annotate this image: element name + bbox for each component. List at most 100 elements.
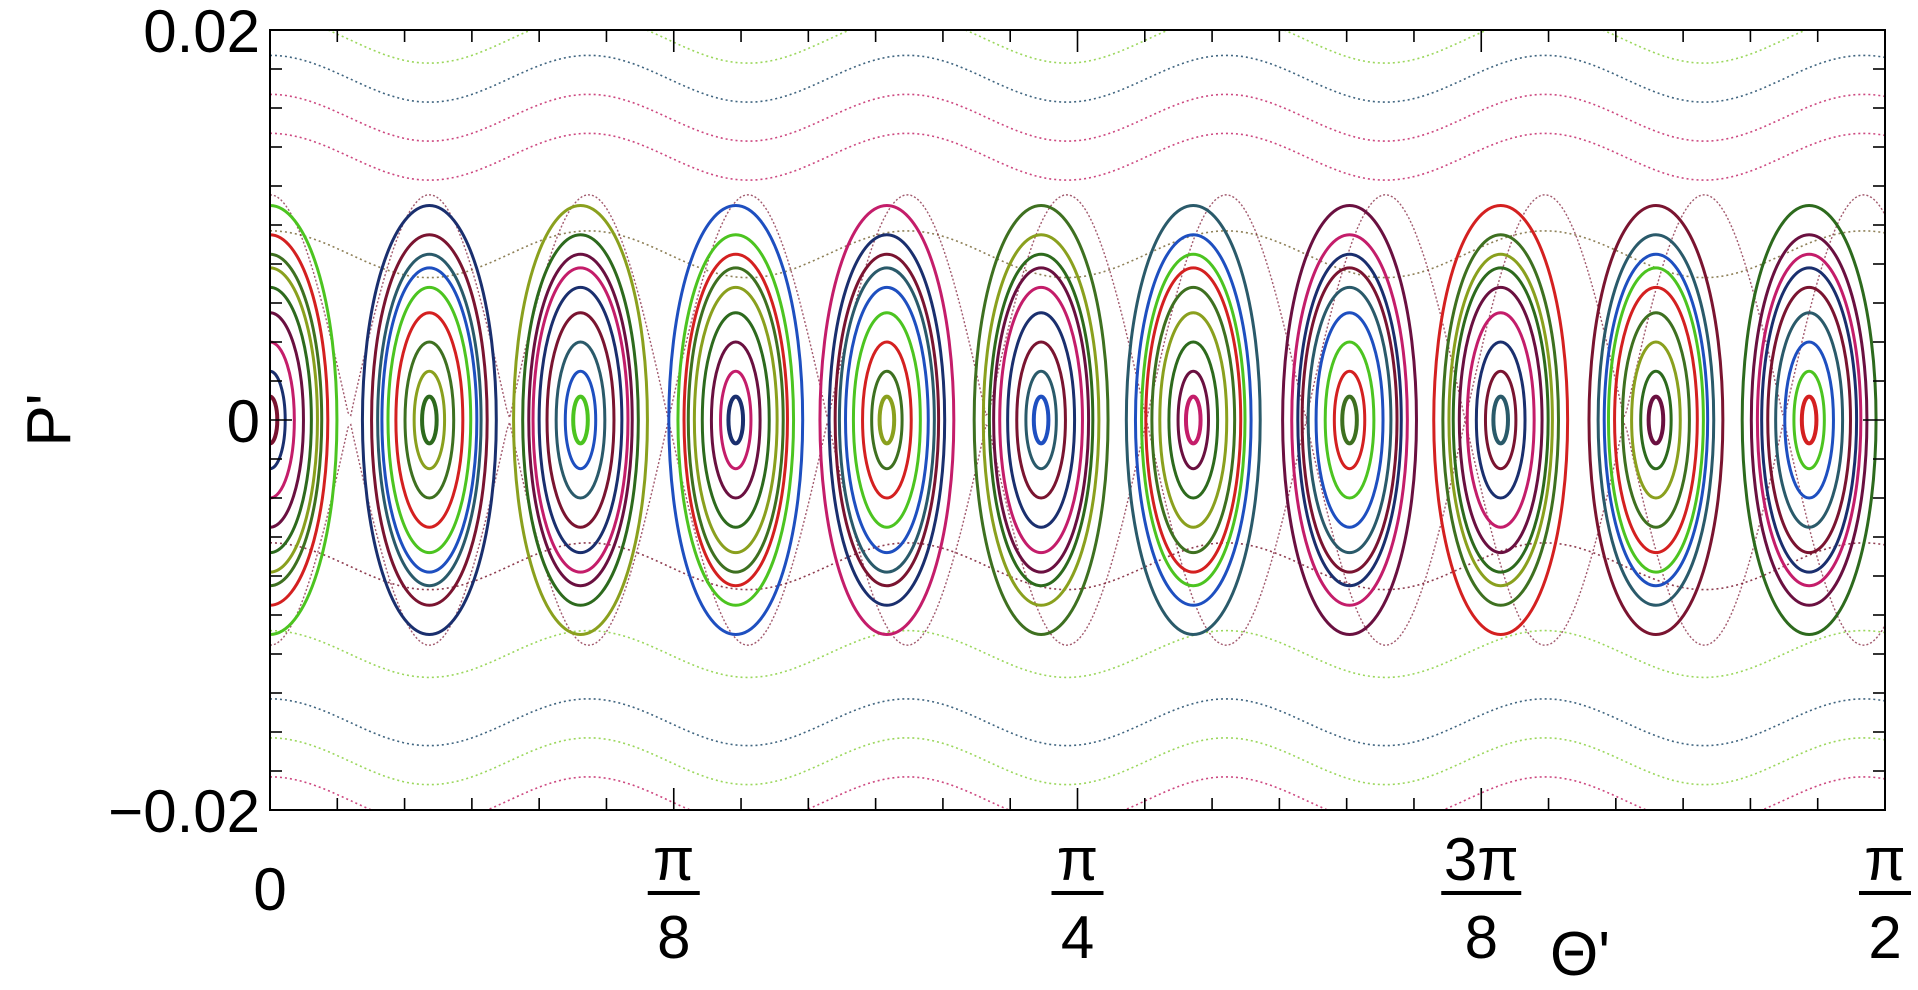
closed-orbit: [1630, 340, 1682, 500]
closed-orbit: [370, 233, 489, 607]
closed-orbit: [1167, 340, 1220, 500]
closed-orbit: [1314, 311, 1385, 529]
closed-orbit: [1447, 252, 1554, 588]
closed-orbit: [1766, 285, 1852, 555]
closed-orbit: [1613, 285, 1699, 555]
closed-orbit: [851, 311, 922, 529]
closed-orbit: [1491, 394, 1510, 446]
island: [360, 204, 498, 636]
x-tick-label-numerator: π: [1057, 826, 1098, 893]
y-axis-title: P': [15, 393, 84, 446]
tick-labels: 0.02 0 −0.02 0 π 8 π 4 3π 8 π 2: [108, 0, 1911, 971]
closed-orbit: [270, 204, 339, 636]
closed-orbit: [1031, 394, 1051, 446]
closed-orbit: [1150, 285, 1237, 555]
closed-orbit: [1133, 233, 1253, 607]
closed-orbit: [1300, 266, 1399, 574]
x-tick-label-denominator: 8: [657, 904, 690, 971]
closed-orbit: [818, 204, 956, 636]
closed-orbit: [837, 266, 936, 574]
closed-orbit: [844, 285, 930, 555]
closed-orbit: [700, 311, 771, 529]
closed-orbit: [1483, 369, 1518, 471]
closed-orbit: [386, 285, 473, 555]
closed-orbit: [571, 394, 590, 446]
closed-orbit: [1792, 369, 1826, 471]
closed-orbit: [403, 340, 456, 500]
closed-orbit: [270, 285, 313, 555]
rotational-orbit: [270, 93, 1885, 142]
closed-orbit: [1474, 340, 1527, 500]
closed-orbit: [719, 369, 753, 471]
closed-orbit: [1183, 394, 1203, 446]
rotational-orbit: [270, 132, 1885, 181]
closed-orbit: [380, 266, 479, 574]
y-tick-label: 0.02: [143, 0, 260, 65]
closed-orbit: [1140, 252, 1247, 588]
closed-orbit: [521, 233, 640, 607]
closed-orbit: [1006, 311, 1077, 529]
closed-orbit: [682, 252, 789, 588]
closed-orbit: [1646, 394, 1666, 446]
x-tick-label-denominator: 2: [1868, 904, 1901, 971]
closed-orbit: [1296, 252, 1403, 588]
island: [1740, 204, 1878, 636]
closed-orbit: [512, 204, 649, 636]
closed-orbit: [1144, 266, 1243, 574]
closed-orbit: [676, 233, 796, 607]
closed-orbit: [686, 266, 785, 574]
closed-orbit: [827, 233, 947, 607]
closed-orbit: [1015, 340, 1067, 500]
rotational-orbit: [270, 698, 1885, 747]
closed-orbit: [833, 252, 941, 588]
closed-orbit: [1620, 311, 1691, 529]
closed-orbit: [1432, 204, 1570, 636]
axis-ticks: [269, 29, 1886, 811]
closed-orbit: [1783, 340, 1835, 500]
rotational-orbit: [270, 737, 1885, 786]
closed-orbit: [1340, 394, 1359, 446]
closed-orbit: [1306, 285, 1393, 555]
closed-orbit: [1465, 311, 1536, 529]
closed-orbit: [1774, 311, 1845, 529]
closed-orbit: [376, 252, 483, 588]
rotational-orbit: [270, 629, 1885, 679]
x-tick-label-numerator: 3π: [1444, 826, 1519, 893]
x-axis-title: Θ': [1550, 920, 1610, 989]
closed-orbit: [1799, 394, 1819, 446]
closed-orbit: [420, 394, 439, 446]
closed-orbit: [1124, 204, 1262, 636]
closed-orbit: [667, 204, 805, 636]
closed-orbit: [1760, 266, 1859, 574]
closed-orbit: [394, 311, 465, 529]
closed-orbit: [870, 369, 904, 471]
closed-orbit: [545, 311, 616, 529]
island: [667, 204, 805, 636]
closed-orbit: [992, 266, 1091, 574]
closed-orbit: [726, 394, 746, 446]
x-tick-label-denominator: 4: [1061, 904, 1094, 971]
closed-orbit: [981, 233, 1101, 607]
island: [972, 204, 1110, 636]
island: [818, 204, 956, 636]
closed-orbit: [1441, 233, 1560, 607]
closed-orbit: [1323, 340, 1376, 500]
rotational-orbit: [270, 54, 1885, 103]
closed-orbit: [972, 204, 1110, 636]
closed-orbit: [987, 252, 1095, 588]
closed-orbit: [998, 285, 1084, 555]
closed-orbit: [692, 285, 779, 555]
closed-orbit: [1451, 266, 1550, 574]
closed-orbit: [1290, 233, 1409, 607]
closed-orbit: [527, 252, 634, 588]
plot-area: [270, 30, 1885, 810]
closed-orbit: [270, 311, 305, 529]
x-tick-label-numerator: π: [1864, 826, 1905, 893]
closed-orbit: [861, 340, 913, 500]
x-tick-label-denominator: 8: [1465, 904, 1498, 971]
closed-orbit: [531, 266, 630, 574]
closed-orbit: [709, 340, 762, 500]
y-tick-label: −0.02: [108, 778, 260, 845]
closed-orbit: [412, 369, 447, 471]
